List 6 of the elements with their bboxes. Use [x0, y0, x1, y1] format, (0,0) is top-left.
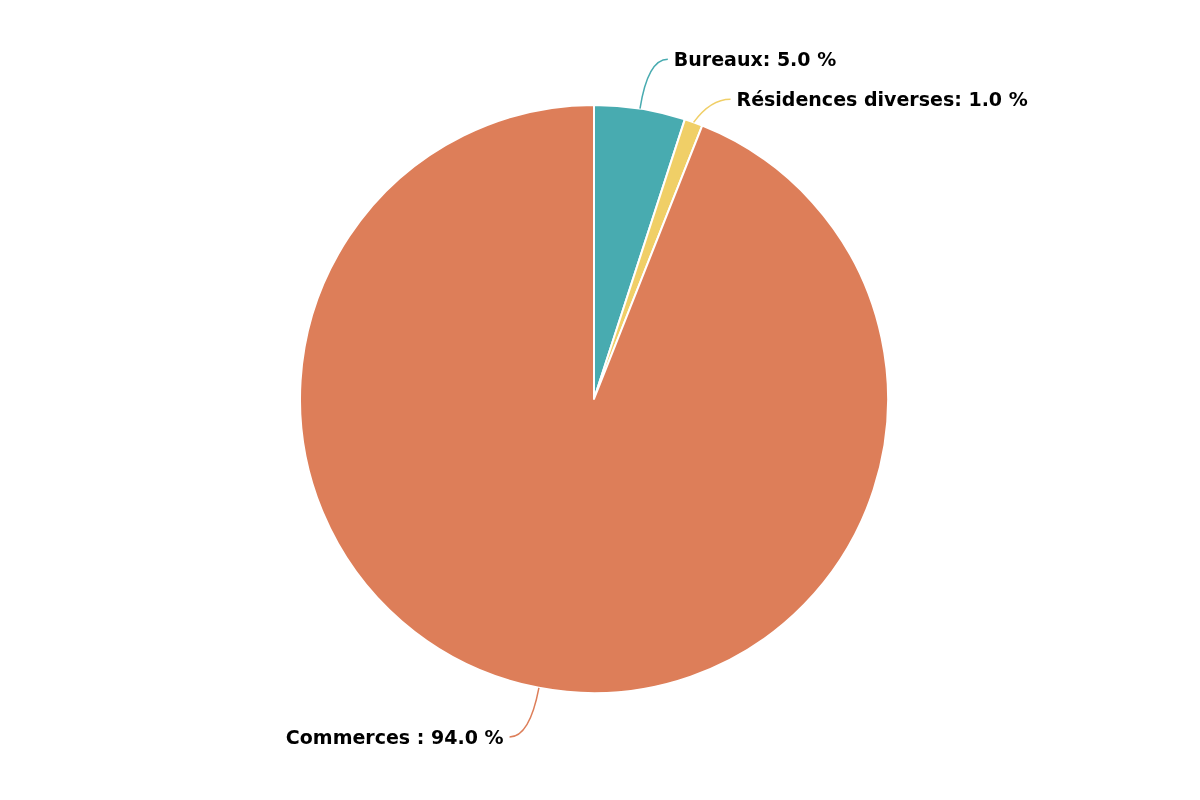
- data-label: : 1.0 %: [954, 88, 1028, 111]
- data-label: : 94.0 %: [410, 725, 504, 748]
- slice-label: Résidences diverses: [736, 88, 955, 111]
- slice-label: Commerces: [285, 725, 411, 748]
- data-label: : 5.0 %: [762, 48, 837, 71]
- slice-label: Bureaux: [673, 48, 763, 71]
